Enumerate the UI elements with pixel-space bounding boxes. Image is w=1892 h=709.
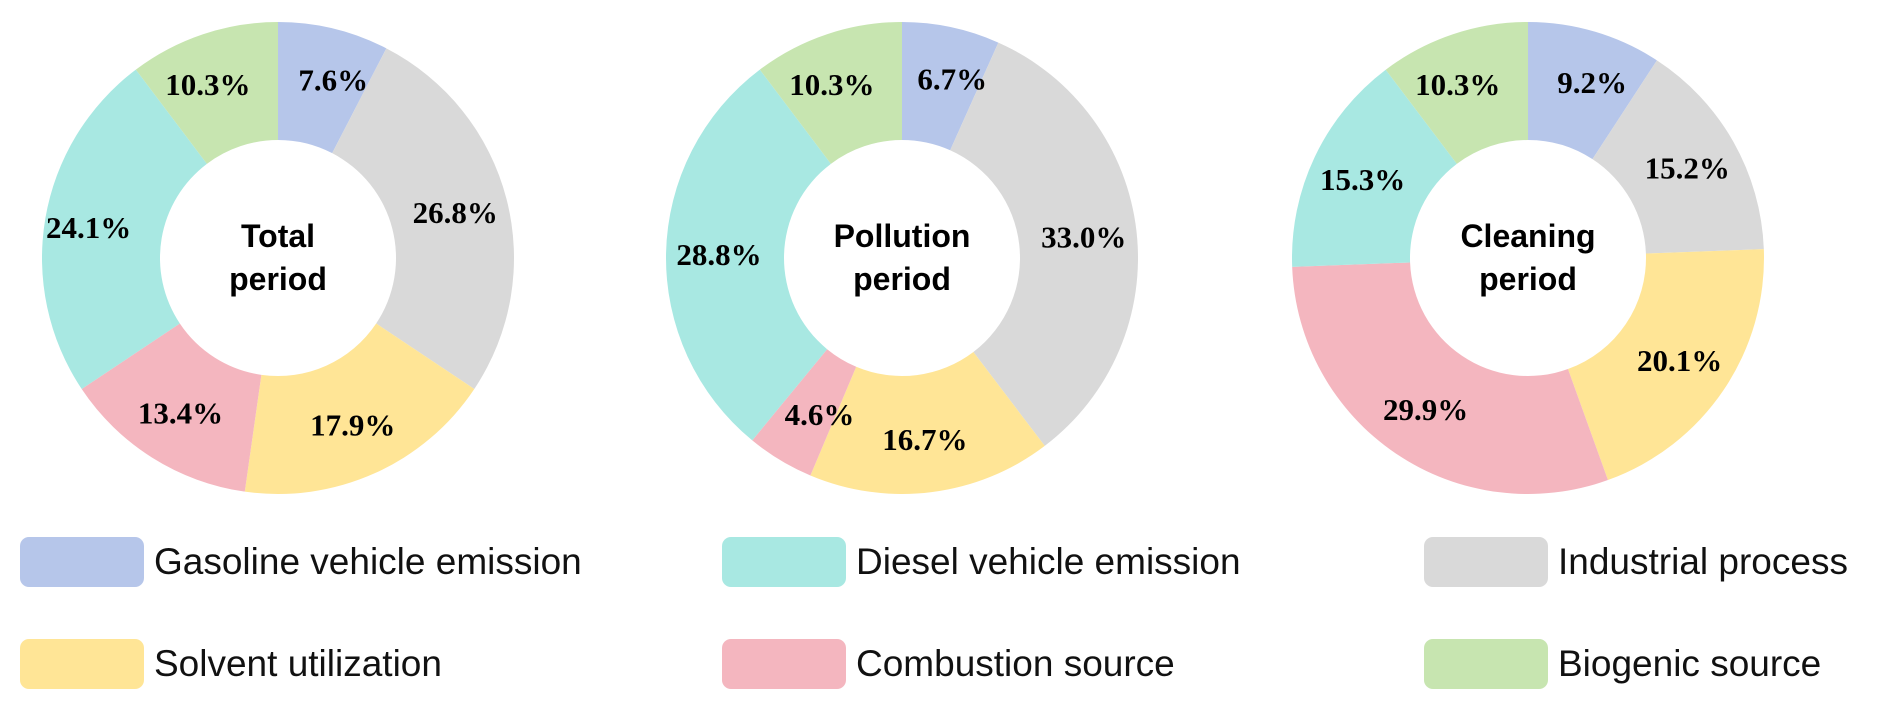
donut-slice-combustion bbox=[752, 349, 857, 476]
donut-slice-solvent bbox=[1567, 249, 1764, 481]
donut-slice-industrial bbox=[1592, 60, 1764, 254]
donut-slice-industrial bbox=[332, 48, 514, 389]
slice-label-biogenic: 10.3% bbox=[1415, 67, 1500, 102]
donut-slice-diesel bbox=[666, 69, 831, 441]
slice-label-combustion: 29.9% bbox=[1383, 392, 1468, 427]
slice-label-solvent: 17.9% bbox=[310, 408, 395, 443]
donut-slice-solvent bbox=[810, 351, 1045, 494]
slice-label-diesel: 24.1% bbox=[46, 210, 131, 245]
slice-label-combustion: 13.4% bbox=[138, 395, 223, 430]
donut-slice-gasoline bbox=[278, 22, 387, 154]
slice-label-solvent: 16.7% bbox=[882, 422, 967, 457]
donut-slice-diesel bbox=[1292, 69, 1457, 267]
slice-label-biogenic: 10.3% bbox=[789, 67, 874, 102]
slice-label-industrial: 26.8% bbox=[413, 195, 498, 230]
donut-chart-1: 7.6% 26.8% 17.9% 13.4% 24.1% 10.3% Total period bbox=[42, 22, 514, 494]
center-label-line-2: period bbox=[229, 261, 327, 297]
center-label-line-2: period bbox=[1479, 261, 1577, 297]
slice-label-solvent: 20.1% bbox=[1637, 343, 1722, 378]
donut-chart-3: 9.2% 15.2% 20.1% 29.9% 15.3% 10.3% Cleaning per… bbox=[1292, 22, 1764, 494]
slice-label-biogenic: 10.3% bbox=[165, 67, 250, 102]
slice-label-diesel: 28.8% bbox=[676, 237, 761, 272]
donut-slice-industrial bbox=[950, 42, 1138, 446]
donut-slice-solvent bbox=[244, 323, 475, 494]
donut-slice-gasoline bbox=[1528, 22, 1657, 160]
donut-slice-biogenic bbox=[1385, 22, 1528, 164]
center-label-line-1: Total bbox=[241, 218, 315, 254]
donut-slice-diesel bbox=[42, 69, 207, 389]
slice-label-gasoline: 7.6% bbox=[298, 63, 368, 98]
donut-slice-biogenic bbox=[135, 22, 278, 164]
donut-slice-biogenic bbox=[759, 22, 902, 164]
center-label-line-1: Cleaning bbox=[1460, 218, 1595, 254]
donut-slice-combustion bbox=[81, 323, 262, 492]
center-label-line-1: Pollution bbox=[834, 218, 971, 254]
donut-slice-combustion bbox=[1292, 262, 1608, 494]
slice-label-industrial: 15.2% bbox=[1645, 150, 1730, 185]
center-label-line-2: period bbox=[853, 261, 951, 297]
slice-label-industrial: 33.0% bbox=[1041, 220, 1126, 255]
slice-label-gasoline: 9.2% bbox=[1557, 65, 1627, 100]
slice-label-gasoline: 6.7% bbox=[917, 62, 987, 97]
donut-chart-2: 6.7% 33.0% 16.7% 4.6% 28.8% 10.3% Pollution per… bbox=[666, 22, 1138, 494]
slice-label-diesel: 15.3% bbox=[1320, 162, 1405, 197]
donut-slice-gasoline bbox=[902, 22, 999, 151]
slice-label-combustion: 4.6% bbox=[785, 397, 855, 432]
